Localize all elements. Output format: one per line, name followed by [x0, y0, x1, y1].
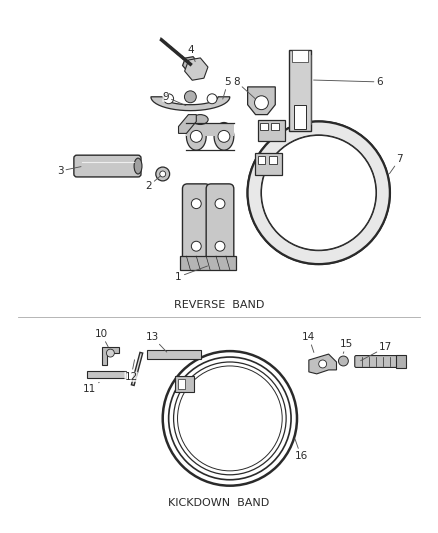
Bar [175, 376, 194, 392]
Text: 1: 1 [175, 266, 208, 282]
Ellipse shape [214, 123, 234, 150]
Bar [271, 123, 279, 131]
Circle shape [215, 199, 225, 208]
Text: 15: 15 [340, 339, 353, 353]
Bar [254, 153, 282, 175]
FancyBboxPatch shape [183, 184, 210, 268]
FancyBboxPatch shape [74, 155, 141, 177]
Bar [177, 379, 185, 389]
Text: 16: 16 [294, 439, 307, 461]
Text: 3: 3 [57, 166, 81, 176]
Bar [396, 355, 406, 368]
Circle shape [261, 135, 376, 250]
Polygon shape [102, 347, 119, 365]
Polygon shape [151, 97, 230, 111]
Circle shape [156, 167, 170, 181]
FancyBboxPatch shape [355, 356, 399, 367]
Circle shape [207, 94, 217, 104]
Text: 8: 8 [233, 77, 255, 99]
Bar [294, 104, 306, 130]
Circle shape [254, 96, 268, 110]
Circle shape [164, 94, 173, 104]
Text: 10: 10 [95, 329, 108, 346]
Circle shape [180, 369, 279, 468]
Circle shape [218, 131, 230, 142]
Circle shape [339, 356, 348, 366]
Bar [269, 156, 277, 164]
Bar [87, 371, 126, 378]
Polygon shape [185, 58, 208, 80]
Text: 4: 4 [187, 45, 195, 62]
Circle shape [191, 131, 202, 142]
Circle shape [160, 171, 166, 177]
Ellipse shape [192, 115, 208, 125]
Polygon shape [247, 87, 275, 115]
Circle shape [191, 241, 201, 251]
Text: REVERSE  BAND: REVERSE BAND [174, 300, 264, 310]
Bar [147, 350, 201, 359]
Bar [258, 156, 265, 164]
Circle shape [215, 241, 225, 251]
Circle shape [319, 360, 327, 368]
Circle shape [106, 349, 114, 357]
Text: 2: 2 [145, 176, 161, 191]
Text: 5: 5 [223, 77, 231, 99]
Ellipse shape [187, 123, 206, 150]
Polygon shape [179, 115, 196, 133]
Text: 6: 6 [314, 77, 383, 87]
Text: 17: 17 [360, 342, 392, 361]
Polygon shape [309, 354, 336, 374]
Text: KICKDOWN  BAND: KICKDOWN BAND [168, 498, 270, 507]
Text: 11: 11 [83, 382, 99, 394]
Bar [180, 256, 236, 270]
Text: 9: 9 [162, 92, 186, 106]
Circle shape [184, 91, 196, 103]
Bar [261, 123, 268, 131]
Bar [292, 50, 308, 62]
FancyBboxPatch shape [206, 184, 234, 268]
Polygon shape [183, 56, 198, 71]
Bar [187, 123, 234, 136]
Ellipse shape [134, 158, 142, 174]
Text: 12: 12 [124, 360, 138, 382]
Bar [258, 119, 285, 141]
Text: 14: 14 [302, 332, 315, 352]
Bar [289, 50, 311, 132]
Text: 7: 7 [389, 154, 403, 174]
Circle shape [191, 199, 201, 208]
Text: 13: 13 [146, 332, 167, 352]
